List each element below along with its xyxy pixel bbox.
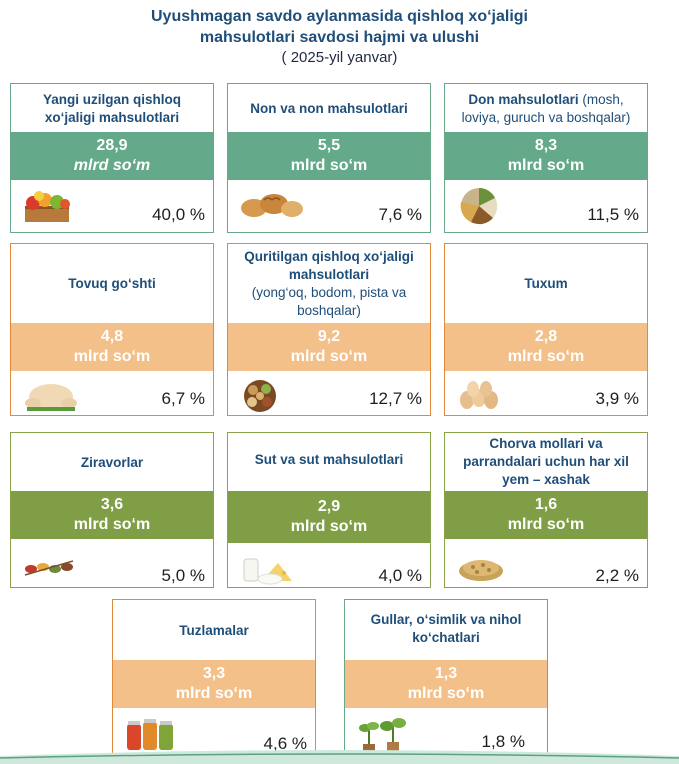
page-title-line-1: Uyushmagan savdo aylanmasida qishloq xo‘…	[151, 8, 528, 25]
unit: mlrd so‘m	[507, 157, 585, 174]
value: 2,9	[317, 498, 341, 515]
unit: mlrd so‘m	[290, 157, 368, 174]
card-chicken: Tovuq go‘shti 4,8 mlrd so‘m 6,7 %	[10, 243, 214, 416]
card-title: Tuzlamalar	[179, 623, 249, 638]
value: 5,5	[317, 137, 341, 154]
share-percent: 3,9 %	[595, 389, 639, 408]
card-animal-feed: Chorva mollari va parrandalari uchun har…	[444, 432, 648, 588]
value: 9,2	[317, 328, 341, 345]
share-percent: 1,8 %	[481, 732, 525, 751]
card-fresh-produce: Yangi uzilgan qishloq xo‘jaligi mahsulot…	[10, 83, 214, 233]
value: 1,6	[534, 496, 558, 513]
unit: mlrd so‘m	[507, 348, 585, 365]
card-title: Tovuq go‘shti	[68, 276, 156, 291]
card-bread: Non va non mahsulotlari 5,5 mlrd so‘m 7,…	[227, 83, 431, 233]
card-title: Non va non mahsulotlari	[250, 101, 408, 116]
nuts-icon	[240, 378, 280, 419]
card-title: Chorva mollari va parrandalari uchun har…	[463, 436, 629, 487]
card-title: Yangi uzilgan qishloq xo‘jaligi mahsulot…	[42, 92, 181, 125]
unit: mlrd so‘m	[290, 518, 368, 535]
decorative-wave	[0, 750, 679, 764]
unit: mlrd so‘m	[407, 685, 485, 702]
card-title: Tuxum	[524, 276, 568, 291]
value: 1,3	[434, 665, 458, 682]
grains-icon	[457, 186, 501, 231]
value: 8,3	[534, 137, 558, 154]
unit: mlrd so‘m	[73, 157, 151, 174]
share-percent: 4,6 %	[263, 734, 307, 753]
card-eggs: Tuxum 2,8 mlrd so‘m 3,9 %	[444, 243, 648, 416]
share-percent: 11,5 %	[587, 205, 639, 224]
value-band: 1,6 mlrd so‘m	[445, 491, 647, 539]
unit: mlrd so‘m	[507, 516, 585, 533]
card-title: Quritilgan qishloq xo‘jaligi mahsulotlar…	[244, 249, 414, 318]
card-title: Sut va sut mahsulotlari	[254, 452, 404, 467]
bread-icon	[240, 190, 304, 225]
card-dairy: Sut va sut mahsulotlari 2,9 mlrd so‘m 4,…	[227, 432, 431, 588]
share-percent: 6,7 %	[161, 389, 205, 408]
value: 3,3	[202, 665, 226, 682]
value: 3,6	[100, 496, 124, 513]
value-band: 28,9 mlrd so‘m	[11, 132, 213, 180]
share-percent: 5,0 %	[161, 566, 205, 585]
value: 2,8	[534, 328, 558, 345]
chicken-icon	[23, 379, 79, 418]
value-band: 8,3 mlrd so‘m	[445, 132, 647, 180]
unit: mlrd so‘m	[175, 685, 253, 702]
value-band: 2,9 mlrd so‘m	[228, 491, 430, 543]
page-subtitle: ( 2025-yil yanvar)	[281, 49, 398, 66]
value-band: 9,2 mlrd so‘m	[228, 323, 430, 371]
dairy-icon	[240, 549, 296, 590]
value-band: 2,8 mlrd so‘m	[445, 323, 647, 371]
card-grains: Don mahsulotlari (mosh, loviya, guruch v…	[444, 83, 648, 233]
unit: mlrd so‘m	[73, 516, 151, 533]
value-band: 3,3 mlrd so‘m	[113, 660, 315, 708]
value-band: 1,3 mlrd so‘m	[345, 660, 547, 708]
card-title: Don mahsulotlari (mosh, loviya, guruch v…	[461, 92, 631, 125]
value-band: 4,8 mlrd so‘m	[11, 323, 213, 371]
feed-pellets-icon	[457, 551, 505, 586]
value: 28,9	[96, 137, 128, 154]
share-percent: 7,6 %	[378, 205, 422, 224]
card-spices: Ziravorlar 3,6 mlrd so‘m 5,0 %	[10, 432, 214, 588]
card-title: Gullar, o‘simlik va nihol ko‘chatlari	[370, 612, 522, 645]
unit: mlrd so‘m	[73, 348, 151, 365]
card-flowers-seedlings: Gullar, o‘simlik va nihol ko‘chatlari 1,…	[344, 599, 548, 762]
card-pickles: Tuzlamalar 3,3 mlrd so‘m 4,6 %	[112, 599, 316, 762]
page-title-line-2: mahsulotlari savdosi hajmi va ulushi	[199, 29, 480, 46]
spices-icon	[23, 555, 75, 584]
value-band: 3,6 mlrd so‘m	[11, 491, 213, 539]
share-percent: 4,0 %	[378, 566, 422, 585]
share-percent: 2,2 %	[595, 566, 639, 585]
pickle-jars-icon	[125, 716, 175, 757]
eggs-icon	[457, 378, 503, 417]
value-band: 5,5 mlrd so‘m	[228, 132, 430, 180]
card-title: Ziravorlar	[80, 455, 144, 470]
unit: mlrd so‘m	[290, 348, 368, 365]
value: 4,8	[100, 328, 124, 345]
seedlings-icon	[357, 714, 409, 759]
share-percent: 40,0 %	[152, 205, 205, 224]
share-percent: 12,7 %	[369, 389, 422, 408]
card-dried-produce: Quritilgan qishloq xo‘jaligi mahsulotlar…	[227, 243, 431, 416]
fruit-crate-icon	[23, 188, 71, 229]
page-header: Uyushmagan savdo aylanmasida qishloq xo‘…	[0, 6, 679, 68]
